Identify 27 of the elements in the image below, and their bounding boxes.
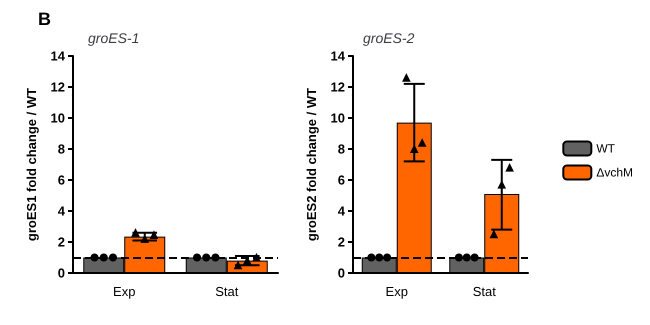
legend-label: ΔvchM — [596, 166, 634, 180]
chart-title: groES-2 — [363, 30, 415, 46]
x-tick-label: Stat — [472, 284, 496, 299]
y-axis-title: groES1 fold change / WT — [24, 88, 39, 242]
y-tick-label: 14 — [50, 48, 66, 64]
legend-label: WT — [596, 142, 616, 156]
y-tick-label: 6 — [338, 172, 345, 188]
y-axis-title: groES2 fold change / WT — [304, 88, 319, 242]
y-tick-label: 0 — [338, 266, 345, 280]
y-tick-label: 12 — [50, 80, 65, 94]
text: B — [38, 9, 51, 29]
y-tick-label: 12 — [330, 80, 345, 94]
y-tick-label: 0 — [58, 266, 65, 280]
y-tick-label: 8 — [338, 142, 345, 156]
y-tick-label: 14 — [330, 48, 346, 64]
y-tick-label: 2 — [58, 234, 65, 250]
y-tick-label: 8 — [58, 142, 65, 156]
y-tick-label: 10 — [50, 110, 65, 126]
x-tick-label: Exp — [386, 284, 408, 299]
y-tick-label: 4 — [58, 204, 66, 218]
chart-title: groES-1 — [88, 30, 140, 46]
y-tick-label: 10 — [330, 110, 345, 126]
y-tick-label: 4 — [338, 204, 346, 218]
y-tick-label: 6 — [58, 172, 65, 188]
x-tick-label: Stat — [215, 284, 239, 299]
y-tick-label: 2 — [338, 234, 345, 250]
x-tick-label: Exp — [113, 284, 136, 299]
